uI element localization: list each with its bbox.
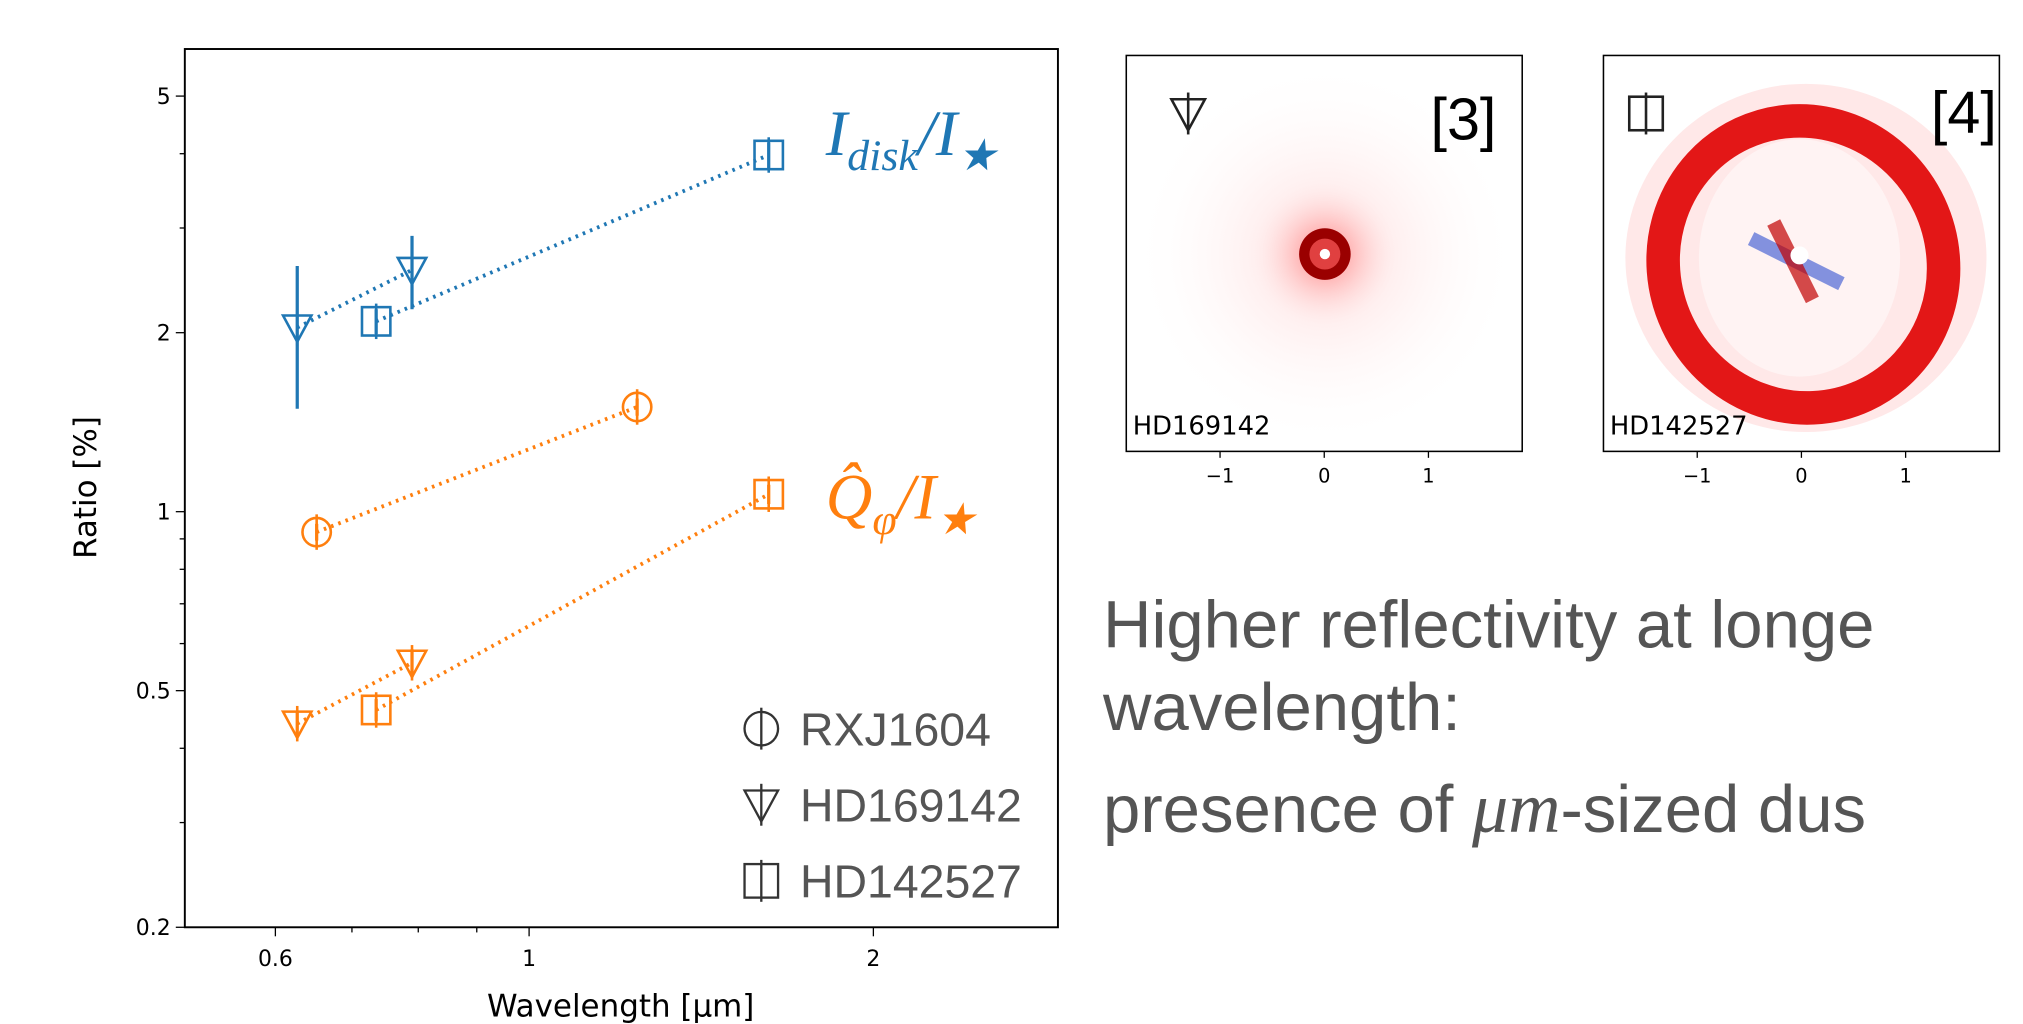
x-axis-label: Wavelength [μm] [487, 988, 754, 1024]
trend-line [297, 663, 412, 724]
panel-tag: [4] [1931, 79, 1997, 146]
panel-tick-label: 0 [1318, 464, 1330, 487]
panel-name: HD169142 [1133, 412, 1271, 442]
legend-label: HD142527 [800, 856, 1022, 908]
slide: Wavelength [μm] Ratio [%] 0.6 1 2 0.2 0.5 1 2 5… [0, 0, 2023, 1024]
y-tick-label: 2 [157, 321, 171, 346]
marker [398, 252, 426, 287]
series-label-part: ★ [936, 496, 978, 544]
y-tick-label: 5 [157, 85, 171, 110]
panel-tick-label: 1 [1899, 464, 1911, 487]
marker [302, 514, 330, 549]
y-tick-label: 0.2 [136, 916, 171, 941]
conclusion-line: presence of μm-sized dus [1103, 768, 1866, 848]
conclusion-line: wavelength: [1102, 670, 1461, 745]
image-panels: [3] [4] HD169142 HD142527 −1 0 1 −1 0 1 [1126, 55, 1999, 487]
legend-label: HD169142 [800, 780, 1022, 832]
conclusion-line: Higher reflectivity at longe [1103, 587, 1874, 662]
conclusion-part: presence of [1103, 772, 1472, 847]
series-label: Q̂φ/I★ [826, 461, 978, 544]
trend-line [297, 270, 412, 328]
series-label: Idisk/I★ [825, 98, 999, 180]
panel-name: HD142527 [1610, 412, 1748, 442]
page: {"chart_data": {"type": "scatter", "xlab… [0, 0, 2023, 1024]
panel-tick-label: −1 [1683, 464, 1712, 487]
series-label-part: φ [872, 496, 896, 544]
panel-tick-label: −1 [1206, 464, 1235, 487]
x-tick-label: 0.6 [258, 947, 293, 972]
marker [362, 692, 390, 727]
marker [283, 706, 311, 741]
marker [755, 137, 783, 172]
series-label-part: Q̂ [826, 461, 873, 532]
marker [623, 389, 651, 424]
series-label-part: I [825, 98, 850, 169]
marker [362, 304, 390, 339]
panel-tick-label: 1 [1422, 464, 1434, 487]
series-label-part: ★ [957, 132, 999, 180]
legend-marker [745, 784, 779, 826]
marker [398, 645, 426, 680]
series-label-part: /I [894, 461, 939, 532]
conclusion-part: μm [1471, 768, 1560, 848]
panel-tick-label: 0 [1795, 464, 1807, 487]
marker [283, 310, 311, 345]
series-label-part: disk [847, 132, 919, 180]
marker [755, 476, 783, 511]
trend-line [376, 494, 769, 710]
chart-area: Wavelength [μm] Ratio [%] 0.6 1 2 0.2 0.5 1 2 5… [68, 49, 1058, 1024]
y-axis-label: Ratio [%] [68, 416, 104, 559]
trend-line [317, 407, 637, 532]
x-tick-label: 2 [866, 947, 880, 972]
y-tick-label: 1 [157, 500, 171, 525]
series-label-part: /I [915, 98, 960, 169]
trend-line [376, 155, 769, 321]
legend-marker [745, 860, 779, 902]
x-tick-label: 1 [522, 947, 536, 972]
conclusion-part: -sized dus [1560, 772, 1866, 847]
panel-tag: [3] [1430, 85, 1496, 152]
y-tick-label: 0.5 [136, 679, 171, 704]
legend-marker [745, 708, 779, 750]
legend-label: RXJ1604 [800, 703, 991, 755]
